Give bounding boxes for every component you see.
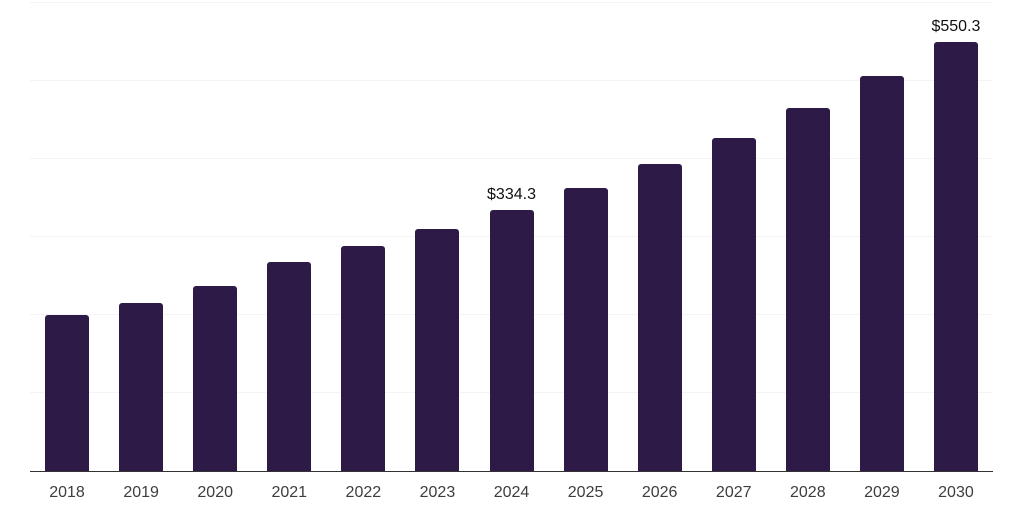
bar-2025 [563,187,608,471]
gridline [30,80,993,81]
bar-2030 [933,41,978,471]
x-tick-label-2027: 2027 [715,484,752,501]
gridline [30,158,993,159]
bar-2020 [193,286,238,471]
bar-2024 [489,210,534,471]
plot-area: $334.3 $550.3 [30,0,993,472]
gridline [30,2,993,3]
x-tick-label-2028: 2028 [790,484,826,501]
bar-2028 [785,108,830,471]
x-axis: 2018 2019 2020 2021 2022 2023 2024 2025 2026 2027… [30,483,993,505]
bar-2022 [341,246,386,471]
x-tick-label-2018: 2018 [49,484,85,501]
bar-value-label-2030: $550.3 [931,17,981,35]
bar-2023 [415,229,460,471]
x-tick-label-2026: 2026 [641,484,678,501]
x-tick-label-2022: 2022 [345,484,382,501]
bar-2026 [637,163,682,471]
x-tick-label-2025: 2025 [567,484,604,501]
bar-2027 [711,137,756,471]
x-tick-label-2019: 2019 [123,484,159,501]
x-tick-label-2029: 2029 [864,484,900,501]
bar-2019 [119,303,164,471]
bar-2029 [859,75,904,471]
x-tick-label-2030: 2030 [938,484,974,501]
x-tick-label-2023: 2023 [419,484,456,501]
x-tick-label-2024: 2024 [493,484,530,501]
x-tick-label-2021: 2021 [271,484,308,501]
bar-2018 [45,315,90,471]
x-tick-label-2020: 2020 [197,484,233,501]
bar-value-label-2024: $334.3 [487,186,536,204]
bar-2021 [267,261,312,471]
